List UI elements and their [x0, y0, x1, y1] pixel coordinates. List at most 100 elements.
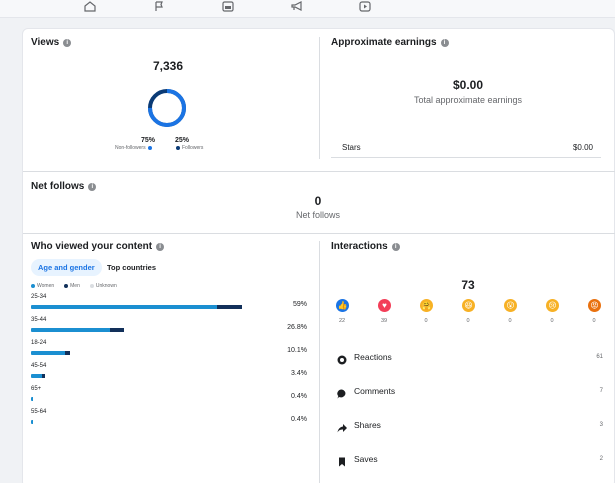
age-bar: [31, 420, 246, 424]
age-label: 45-54: [31, 363, 47, 369]
age-row: 25-34 59%: [31, 294, 307, 316]
age-bar: [31, 351, 246, 355]
reaction-count: 39: [380, 318, 388, 324]
stars-value: $0.00: [572, 143, 593, 152]
insights-card: Views i 7,336 75% 25% Non-followers Follo…: [22, 28, 615, 483]
age-pct: 26.8%: [287, 324, 307, 331]
angry-icon: 😡: [588, 299, 601, 312]
reactions-icon: [337, 352, 347, 365]
followers-pct: 25%: [175, 137, 190, 144]
home-icon[interactable]: [83, 0, 97, 12]
interaction-row-reactions[interactable]: Reactions 61: [337, 351, 603, 365]
legend-unknown: Unknown: [89, 283, 117, 289]
interaction-count: 3: [599, 422, 603, 428]
followers-dot: [176, 146, 180, 150]
women-bar: [31, 351, 66, 355]
nonfollowers-legend: Non-followers: [115, 145, 152, 151]
reaction-count: 0: [592, 318, 596, 324]
like-icon: 👍: [336, 299, 349, 312]
men-bar: [41, 374, 45, 378]
age-row: 65+ 0.4%: [31, 386, 307, 408]
net-follows-value: 0: [314, 194, 322, 208]
women-bar: [31, 328, 110, 332]
followers-legend: Followers: [176, 145, 203, 151]
nonfollowers-pct: 75%: [141, 137, 156, 144]
legend-women: Women: [31, 283, 54, 289]
wow-icon: 😮: [504, 299, 517, 312]
divider: [319, 241, 320, 483]
men-bar: [217, 305, 243, 309]
earnings-title: Approximate earnings i: [331, 37, 449, 48]
views-title: Views i: [31, 37, 72, 48]
interaction-count: 7: [599, 388, 603, 394]
flag-icon[interactable]: [152, 0, 166, 12]
earnings-total-label: Total approximate earnings: [413, 95, 523, 105]
top-nav: [0, 0, 615, 18]
info-icon[interactable]: i: [63, 38, 72, 47]
age-bar: [31, 397, 246, 401]
age-pct: 3.4%: [291, 370, 307, 377]
haha-icon: 😆: [462, 299, 475, 312]
info-icon[interactable]: i: [156, 242, 165, 251]
interactions-title: Interactions i: [331, 241, 400, 252]
legend-dot: [64, 284, 69, 288]
age-pct: 0.4%: [291, 416, 307, 423]
views-donut: [148, 89, 186, 127]
interaction-row-comments[interactable]: Comments 7: [337, 385, 603, 399]
interaction-row-shares[interactable]: Shares 3: [337, 419, 603, 433]
age-pct: 0.4%: [291, 393, 307, 400]
saves-icon: [337, 454, 347, 467]
who-viewed-title: Who viewed your content i: [31, 241, 165, 252]
earnings-total: $0.00: [452, 78, 484, 92]
age-label: 18-24: [31, 340, 47, 346]
reaction-count: 0: [424, 318, 428, 324]
age-label: 55-64: [31, 409, 47, 415]
age-row: 35-44 26.8%: [31, 317, 307, 339]
reaction-count: 0: [466, 318, 470, 324]
care-icon: 🤗: [420, 299, 433, 312]
men-bar: [109, 328, 125, 332]
reaction-count: 0: [508, 318, 512, 324]
shares-icon: [337, 420, 347, 433]
divider: [23, 171, 615, 172]
views-total: 7,336: [152, 59, 184, 73]
age-label: 35-44: [31, 317, 47, 323]
net-follows-label: Net follows: [295, 210, 340, 220]
age-row: 18-24 10.1%: [31, 340, 307, 362]
age-row: 55-64 0.4%: [31, 409, 307, 431]
women-bar: [31, 305, 218, 309]
page-icon[interactable]: [221, 0, 235, 12]
interactions-total: 73: [461, 278, 475, 292]
reaction-count: 0: [550, 318, 554, 324]
women-bar: [31, 374, 42, 378]
divider: [331, 157, 601, 158]
tab-age-gender[interactable]: Age and gender: [31, 259, 102, 276]
nonfollowers-dot: [147, 146, 152, 150]
info-icon[interactable]: i: [391, 242, 400, 251]
women-bar: [31, 397, 34, 401]
love-icon: ♥: [378, 299, 391, 312]
legend-dot: [89, 284, 94, 288]
women-bar: [31, 420, 34, 424]
age-label: 65+: [31, 386, 42, 392]
net-follows-title: Net follows i: [31, 181, 97, 192]
interaction-label: Saves: [354, 454, 378, 464]
sad-icon: 😢: [546, 299, 559, 312]
age-bar: [31, 328, 246, 332]
video-icon[interactable]: [358, 0, 372, 12]
megaphone-icon[interactable]: [290, 0, 304, 12]
interaction-row-saves[interactable]: Saves 2: [337, 453, 603, 467]
interaction-label: Shares: [354, 420, 381, 430]
age-row: 45-54 3.4%: [31, 363, 307, 385]
donut-nonfollowers-arc: [148, 89, 186, 127]
interaction-count: 61: [596, 354, 603, 360]
info-icon[interactable]: i: [440, 38, 449, 47]
gender-legend: Women Men Unknown: [31, 283, 117, 289]
age-bar: [31, 374, 246, 378]
interaction-label: Comments: [354, 386, 396, 396]
reaction-count: 22: [338, 318, 346, 324]
stars-label: Stars: [342, 143, 361, 152]
info-icon[interactable]: i: [88, 182, 97, 191]
age-pct: 10.1%: [287, 347, 307, 354]
tab-top-countries[interactable]: Top countries: [107, 263, 157, 272]
